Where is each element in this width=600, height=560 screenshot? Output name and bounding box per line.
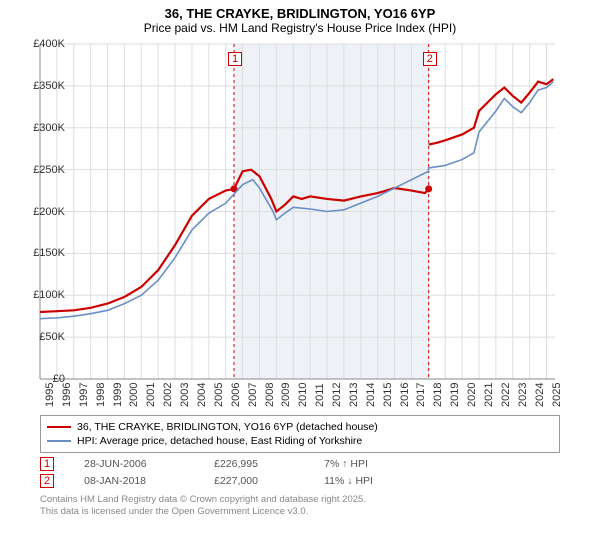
marker-label: 1 xyxy=(228,52,242,66)
x-axis-label: 1996 xyxy=(61,383,73,407)
x-axis-label: 2017 xyxy=(415,383,427,407)
x-axis-label: 2025 xyxy=(551,383,563,407)
x-axis-label: 2021 xyxy=(483,383,495,407)
legend-row: 36, THE CRAYKE, BRIDLINGTON, YO16 6YP (d… xyxy=(47,420,553,434)
series-price_paid_ext xyxy=(429,79,554,144)
y-axis-label: £300K xyxy=(25,122,65,134)
transactions: 1 28-JUN-2006 £226,995 7% ↑ HPI 2 08-JAN-2018… xyxy=(0,457,600,488)
x-axis-label: 2024 xyxy=(534,383,546,407)
transaction-price: £227,000 xyxy=(214,475,294,487)
x-axis-label: 2001 xyxy=(145,383,157,407)
x-axis-label: 2002 xyxy=(162,383,174,407)
x-axis-label: 2009 xyxy=(280,383,292,407)
chart-title: 36, THE CRAYKE, BRIDLINGTON, YO16 6YP xyxy=(0,0,600,21)
y-axis-label: £350K xyxy=(25,80,65,92)
x-axis-label: 2022 xyxy=(500,383,512,407)
x-axis-label: 2004 xyxy=(196,383,208,407)
legend-label: 36, THE CRAYKE, BRIDLINGTON, YO16 6YP (d… xyxy=(77,421,378,433)
footnote: Contains HM Land Registry data © Crown c… xyxy=(40,494,560,519)
transaction-price: £226,995 xyxy=(214,458,294,470)
legend-label: HPI: Average price, detached house, East… xyxy=(77,435,362,447)
transaction-delta: 11% ↓ HPI xyxy=(324,475,373,487)
y-axis-label: £50K xyxy=(25,331,65,343)
footnote-line1: Contains HM Land Registry data © Crown c… xyxy=(40,494,560,506)
legend-row: HPI: Average price, detached house, East… xyxy=(47,434,553,448)
x-axis-label: 2003 xyxy=(179,383,191,407)
transaction-row: 2 08-JAN-2018 £227,000 11% ↓ HPI xyxy=(40,474,560,488)
x-axis-label: 2018 xyxy=(432,383,444,407)
x-axis-label: 2019 xyxy=(449,383,461,407)
legend: 36, THE CRAYKE, BRIDLINGTON, YO16 6YP (d… xyxy=(40,415,560,453)
x-axis-label: 2015 xyxy=(382,383,394,407)
x-axis-label: 2012 xyxy=(331,383,343,407)
x-axis-label: 1995 xyxy=(44,383,56,407)
x-axis-label: 1998 xyxy=(95,383,107,407)
transaction-marker: 1 xyxy=(40,457,54,471)
x-axis-label: 2008 xyxy=(264,383,276,407)
x-axis-label: 1999 xyxy=(112,383,124,407)
chart-svg xyxy=(35,39,560,409)
legend-swatch xyxy=(47,440,71,442)
x-axis-label: 2014 xyxy=(365,383,377,407)
x-axis-label: 2007 xyxy=(247,383,259,407)
chart-container: 36, THE CRAYKE, BRIDLINGTON, YO16 6YP Pr… xyxy=(0,0,600,560)
transaction-row: 1 28-JUN-2006 £226,995 7% ↑ HPI xyxy=(40,457,560,471)
y-axis-label: £200K xyxy=(25,206,65,218)
chart-area: £0£50K£100K£150K£200K£250K£300K£350K£400… xyxy=(35,39,595,409)
transaction-date: 28-JUN-2006 xyxy=(84,458,184,470)
y-axis-label: £150K xyxy=(25,247,65,259)
transaction-date: 08-JAN-2018 xyxy=(84,475,184,487)
x-axis-label: 2005 xyxy=(213,383,225,407)
y-axis-label: £250K xyxy=(25,164,65,176)
x-axis-label: 2016 xyxy=(399,383,411,407)
legend-swatch xyxy=(47,426,71,429)
x-axis-label: 1997 xyxy=(78,383,90,407)
transaction-delta: 7% ↑ HPI xyxy=(324,458,368,470)
transaction-marker: 2 xyxy=(40,474,54,488)
x-axis-label: 2006 xyxy=(230,383,242,407)
marker-label: 2 xyxy=(423,52,437,66)
x-axis-label: 2000 xyxy=(128,383,140,407)
y-axis-label: £400K xyxy=(25,38,65,50)
footnote-line2: This data is licensed under the Open Gov… xyxy=(40,506,560,518)
chart-subtitle: Price paid vs. HM Land Registry's House … xyxy=(0,21,600,39)
y-axis-label: £100K xyxy=(25,289,65,301)
x-axis-label: 2023 xyxy=(517,383,529,407)
x-axis-label: 2011 xyxy=(314,383,326,407)
x-axis-label: 2013 xyxy=(348,383,360,407)
x-axis-label: 2010 xyxy=(297,383,309,407)
x-axis-label: 2020 xyxy=(466,383,478,407)
